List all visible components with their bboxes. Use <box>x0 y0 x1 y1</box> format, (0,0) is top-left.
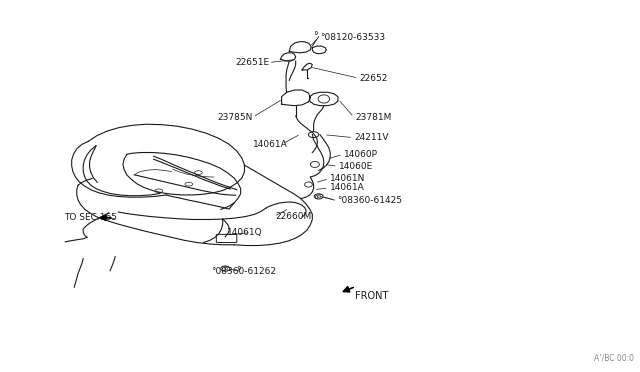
Text: °08120-63533: °08120-63533 <box>320 33 385 42</box>
Text: °: ° <box>313 32 317 41</box>
Text: 14060E: 14060E <box>339 162 374 171</box>
Text: °: ° <box>313 195 317 205</box>
Text: 14061A: 14061A <box>253 140 287 149</box>
Text: B: B <box>317 194 321 199</box>
Text: FRONT: FRONT <box>355 291 388 301</box>
Text: 22660M: 22660M <box>275 212 312 221</box>
Text: 22652: 22652 <box>360 74 388 83</box>
Text: TO SEC.165: TO SEC.165 <box>64 213 117 222</box>
Text: 14060P: 14060P <box>344 150 378 159</box>
Text: °08360-61262: °08360-61262 <box>211 267 276 276</box>
Text: 24211V: 24211V <box>355 133 389 142</box>
Text: 14061N: 14061N <box>330 174 365 183</box>
Text: 14061Q: 14061Q <box>227 228 263 237</box>
Text: °08360-61425: °08360-61425 <box>337 196 402 205</box>
Text: 23781M: 23781M <box>355 113 392 122</box>
Text: °: ° <box>236 267 241 276</box>
Text: A’/BC 00:0: A’/BC 00:0 <box>594 354 634 363</box>
Text: 23785N: 23785N <box>218 113 253 122</box>
Text: 22651E: 22651E <box>236 58 269 67</box>
Text: B: B <box>223 266 227 271</box>
Text: 14061A: 14061A <box>330 183 365 192</box>
